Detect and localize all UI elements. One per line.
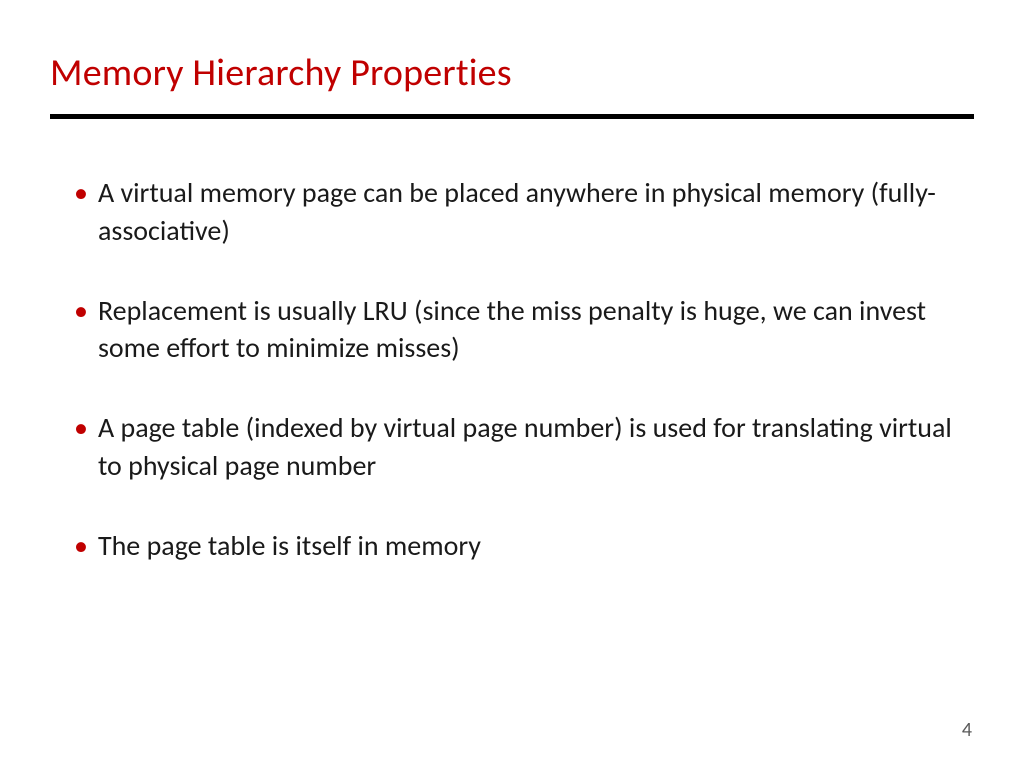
bullet-icon: •	[74, 527, 88, 565]
bullet-item: • A virtual memory page can be placed an…	[74, 174, 954, 250]
bullet-icon: •	[74, 174, 88, 212]
bullet-text: A page table (indexed by virtual page nu…	[98, 409, 954, 485]
page-number: 4	[962, 718, 972, 742]
bullet-text: Replacement is usually LRU (since the mi…	[98, 292, 954, 368]
slide-body: • A virtual memory page can be placed an…	[50, 174, 974, 565]
bullet-icon: •	[74, 409, 88, 447]
slide-title: Memory Hierarchy Properties	[50, 50, 974, 96]
bullet-item: • A page table (indexed by virtual page …	[74, 409, 954, 485]
slide: Memory Hierarchy Properties • A virtual …	[0, 0, 1024, 768]
horizontal-rule	[50, 114, 974, 119]
bullet-text: A virtual memory page can be placed anyw…	[98, 174, 954, 250]
bullet-text: The page table is itself in memory	[98, 527, 954, 565]
bullet-icon: •	[74, 292, 88, 330]
bullet-item: • Replacement is usually LRU (since the …	[74, 292, 954, 368]
bullet-item: • The page table is itself in memory	[74, 527, 954, 565]
